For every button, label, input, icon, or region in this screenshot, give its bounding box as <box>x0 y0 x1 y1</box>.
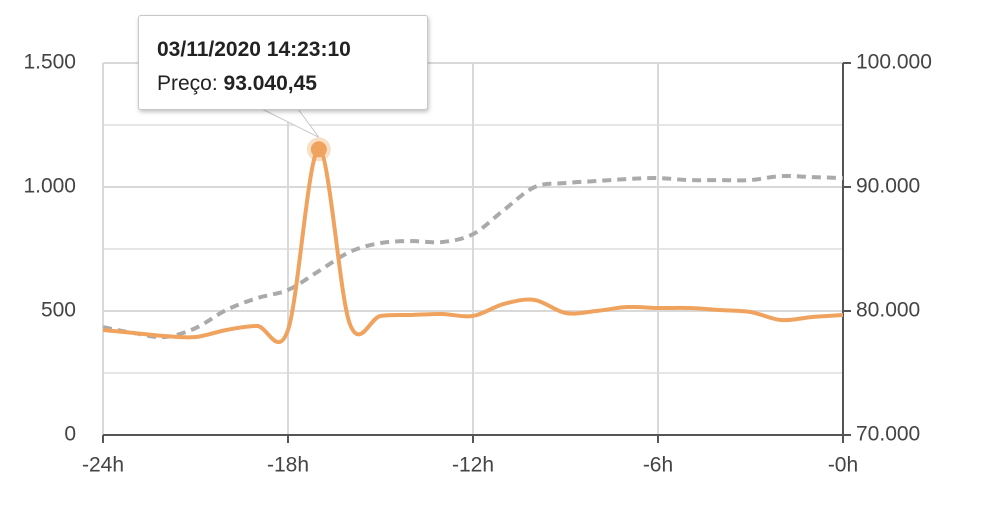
y2-tick-label: 70.000 <box>856 423 920 446</box>
tooltip: 03/11/2020 14:23:10 Preço: 93.040,45 <box>138 15 428 110</box>
series-line <box>103 147 843 344</box>
x-tick-label: -24h <box>82 454 124 477</box>
tooltip-value: 93.040,45 <box>223 72 317 95</box>
y2-tick-label: 100.000 <box>856 51 932 74</box>
tooltip-pointer <box>261 108 320 138</box>
y-tick-label: 1.500 <box>23 51 76 74</box>
y-tick-label: 0 <box>64 423 76 446</box>
tooltip-row: Preço: 93.040,45 <box>157 67 409 101</box>
x-tick-label: -6h <box>643 454 673 477</box>
y-tick-label: 500 <box>41 299 76 322</box>
tooltip-label: Preço: <box>157 72 218 95</box>
highlight-point <box>310 141 327 158</box>
y2-tick-label: 80.000 <box>856 299 920 322</box>
series-line <box>103 173 843 340</box>
x-tick-label: -18h <box>267 454 309 477</box>
x-tick-label: -12h <box>452 454 494 477</box>
x-tick-label: -0h <box>828 454 858 477</box>
tooltip-title: 03/11/2020 14:23:10 <box>157 38 351 61</box>
y2-tick-label: 90.000 <box>856 175 920 198</box>
y-tick-label: 1.000 <box>23 175 76 198</box>
